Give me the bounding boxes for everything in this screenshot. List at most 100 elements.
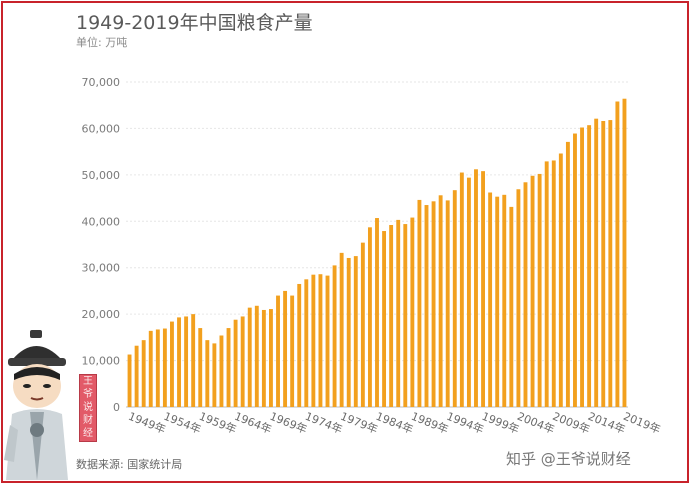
bar-1951 (141, 340, 146, 407)
bar-1957 (184, 316, 189, 407)
y-tick-label: 50,000 (82, 169, 121, 182)
bar-1996 (459, 172, 464, 407)
bar-1990 (417, 199, 422, 407)
bar-1998 (474, 169, 478, 407)
y-tick-label: 60,000 (82, 122, 121, 135)
bar-1975 (311, 274, 316, 407)
bar-1966 (247, 307, 252, 407)
bar-1982 (360, 242, 365, 407)
bar-1977 (325, 275, 330, 407)
seal-char: 经 (83, 428, 93, 440)
bar-1958 (191, 314, 196, 407)
bar-1964 (233, 319, 238, 407)
seal-char: 王 (83, 375, 93, 387)
bar-1992 (431, 201, 436, 407)
bar-2011 (565, 141, 570, 407)
seal-char: 说 (83, 401, 93, 413)
bar-1981 (353, 256, 358, 407)
bar-2002 (502, 194, 507, 407)
bar-1965 (240, 316, 245, 407)
x-tick-label: 1964年 (232, 409, 273, 437)
bar-2016 (601, 121, 606, 407)
x-tick-label: 1984年 (374, 409, 415, 437)
bar-1963 (226, 328, 231, 407)
x-tick-label: 1969年 (268, 409, 309, 437)
bar-1995 (452, 190, 457, 407)
bar-1986 (389, 225, 394, 407)
x-tick-label: 1954年 (162, 409, 203, 437)
bar-1969 (268, 309, 273, 407)
bar-1953 (155, 329, 160, 407)
data-source: 数据来源: 国家统计局 (76, 458, 183, 471)
bar-1950 (134, 345, 139, 407)
x-tick-label: 1949年 (126, 409, 167, 437)
y-tick-label: 10,000 (82, 355, 121, 368)
bar-1956 (177, 317, 181, 407)
bar-1949 (127, 354, 132, 407)
bar-1954 (162, 328, 167, 407)
y-axis-ticks: 0 10,000 20,000 30,000 40,000 50,000 60,000 70,… (82, 76, 121, 414)
y-tick-label: 70,000 (82, 76, 121, 89)
bars (127, 98, 627, 408)
y-tick-label: 30,000 (82, 262, 121, 275)
bar-1988 (403, 224, 408, 407)
bar-1985 (382, 231, 387, 407)
bar-1972 (290, 295, 295, 407)
bar-1979 (339, 252, 344, 407)
bar-1987 (396, 219, 401, 407)
bar-1955 (170, 321, 174, 407)
bar-1971 (283, 290, 288, 407)
x-tick-label: 1979年 (339, 409, 380, 437)
bar-1978 (332, 265, 337, 407)
seal-char: 财 (83, 415, 93, 427)
bar-2007 (537, 173, 542, 407)
bar-1967 (254, 305, 259, 407)
seal-stamp: 王 爷 说 财 经 (79, 374, 97, 442)
bar-1980 (346, 257, 351, 407)
y-tick-label: 40,000 (82, 215, 121, 228)
bar-2012 (573, 133, 577, 408)
x-tick-label: 1959年 (197, 409, 238, 437)
bar-2019 (622, 98, 627, 407)
y-tick-label: 0 (113, 401, 120, 414)
bar-1959 (198, 328, 203, 407)
x-tick-label: 2019年 (621, 409, 662, 437)
x-tick-label: 1989年 (409, 409, 450, 437)
bar-1952 (148, 330, 153, 407)
bar-2015 (594, 118, 599, 407)
bar-1991 (424, 205, 429, 407)
bar-2003 (509, 206, 514, 407)
bar-1961 (212, 343, 217, 407)
y-tick-label: 20,000 (82, 308, 121, 321)
bar-2005 (523, 182, 528, 407)
bar-1962 (219, 335, 224, 407)
bar-1994 (445, 200, 450, 407)
bar-2006 (530, 175, 535, 407)
bar-1968 (261, 309, 266, 407)
bar-1999 (481, 171, 486, 407)
bar-2014 (587, 125, 592, 407)
bar-1976 (318, 274, 323, 407)
bar-1970 (276, 295, 280, 407)
unit-label: 单位: 万吨 (76, 36, 128, 49)
mascot-cartoon-icon (4, 330, 68, 480)
bar-1973 (297, 283, 302, 407)
x-tick-label: 2004年 (515, 409, 556, 437)
bar-1989 (410, 217, 415, 407)
bar-1974 (304, 279, 309, 407)
chart-title: 1949-2019年中国粮食产量 (76, 12, 313, 34)
zhihu-watermark: 知乎 @王爷说财经 (506, 450, 631, 468)
seal-char: 爷 (83, 388, 93, 400)
bar-2009 (551, 160, 556, 407)
bar-2001 (495, 196, 500, 407)
bar-2017 (608, 120, 613, 408)
bar-2010 (558, 153, 563, 407)
x-axis-ticks: 1949年1954年1959年1964年1969年1974年1979年1984年… (126, 409, 662, 437)
x-tick-label: 1974年 (303, 409, 344, 437)
bar-1997 (466, 177, 471, 407)
bar-1960 (205, 340, 210, 407)
bar-1983 (367, 227, 372, 407)
x-tick-label: 1999年 (480, 409, 521, 437)
bar-2018 (615, 101, 620, 407)
